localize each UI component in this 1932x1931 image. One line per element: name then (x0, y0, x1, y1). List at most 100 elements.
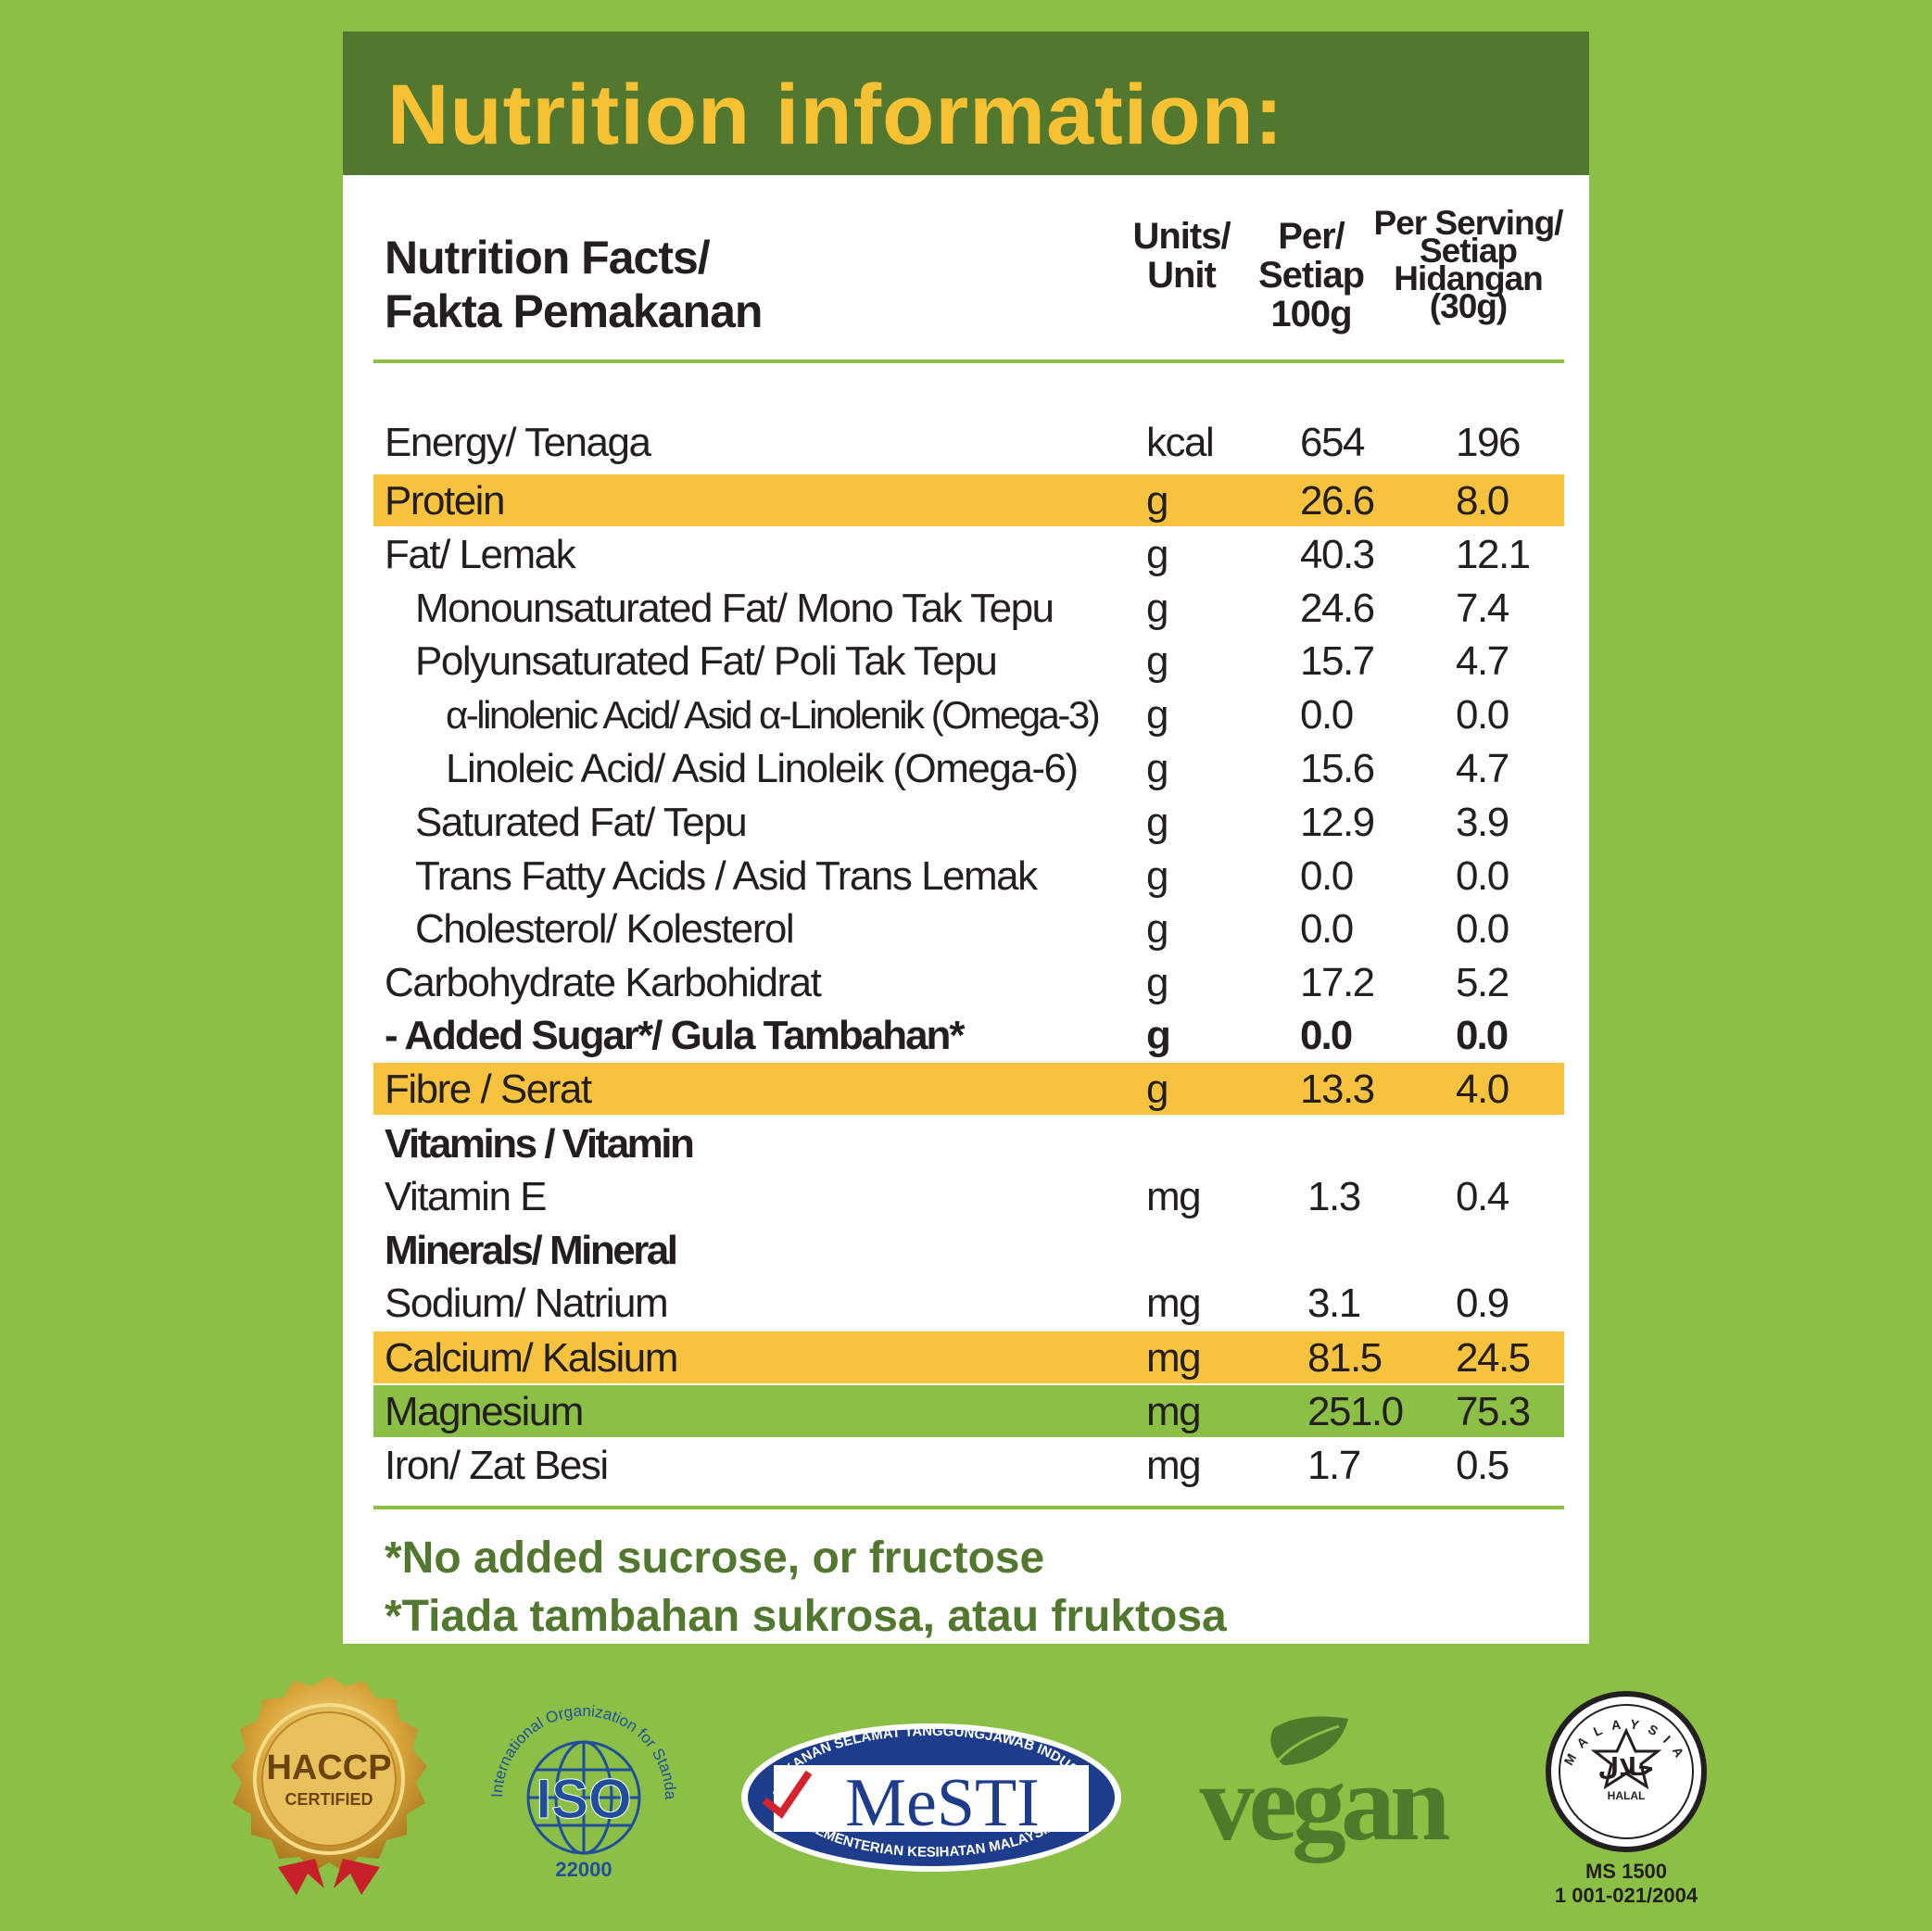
row-per100: 0.0 (1300, 692, 1354, 738)
row-unit: g (1146, 692, 1168, 738)
col-head-serving-line: (30g) (1429, 287, 1508, 325)
row-name: Calcium/ Kalsium (385, 1335, 678, 1381)
row-unit: g (1146, 586, 1168, 631)
row-serving: 4.0 (1456, 1066, 1509, 1112)
row-unit: mg (1146, 1281, 1202, 1326)
row-serving: 0.0 (1456, 906, 1509, 952)
halal-cert-number: 1 001-021/2004 (1554, 1884, 1698, 1907)
row-serving: 0.4 (1456, 1174, 1509, 1219)
vegan-logo: vegan (1163, 1710, 1483, 1886)
mesti-oval-icon: MAKANAN SELAMAT TANGGUNGJAWAB INDUSTRI K… (735, 1707, 1121, 1872)
col-head-serving-line: Per Serving/ (1373, 204, 1564, 242)
row-name: Carbohydrate Karbohidrat (385, 960, 822, 1005)
row-name: Monounsaturated Fat/ Mono Tak Tepu (415, 586, 1054, 631)
row-name: Iron/ Zat Besi (385, 1443, 609, 1488)
page-title: Nutrition information: (387, 68, 1284, 162)
mesti-mark: MeSTI (845, 1765, 1040, 1841)
col-head-per100-line: Setiap (1257, 255, 1365, 296)
divider-top (373, 360, 1564, 363)
row-serving: 0.0 (1456, 692, 1509, 738)
row-per100: 15.7 (1300, 638, 1375, 684)
table-row: Sodium/ Natrium mg 3.1 0.9 (373, 1277, 1564, 1329)
table-row: Iron/ Zat Besi mg 1.7 0.5 (373, 1439, 1564, 1491)
row-serving: 196 (1456, 420, 1521, 465)
row-serving: 0.5 (1456, 1443, 1509, 1488)
row-serving: 75.3 (1456, 1389, 1531, 1434)
row-per100: 17.2 (1300, 960, 1375, 1005)
row-unit: g (1146, 853, 1168, 899)
table-row: Trans Fatty Acids / Asid Trans Lemak g 0… (373, 850, 1564, 902)
table-row: Protein g 26.6 8.0 (373, 474, 1564, 526)
row-name: Vitamin E (385, 1174, 548, 1219)
halal-logo: MALAYSIA حلال HALAL (1543, 1686, 1710, 1858)
row-per100: 13.3 (1300, 1066, 1375, 1112)
divider-bottom (373, 1506, 1564, 1509)
row-serving: 5.2 (1456, 960, 1509, 1005)
table-row: Monounsaturated Fat/ Mono Tak Tepu g 24.… (373, 582, 1564, 634)
row-serving: 24.5 (1456, 1335, 1531, 1381)
haccp-line1: HACCP (266, 1748, 391, 1787)
row-per100: 81.5 (1307, 1335, 1383, 1381)
row-per100: 1.3 (1307, 1174, 1361, 1219)
table-row: Polyunsaturated Fat/ Poli Tak Tepu g 15.… (373, 635, 1564, 687)
haccp-seal-icon: HACCP CERTIFIED (231, 1675, 427, 1895)
row-serving: 0.0 (1456, 853, 1509, 899)
facts-title: Nutrition Facts/ Fakta Pemakanan (385, 231, 763, 338)
section-minerals: Minerals/ Mineral (385, 1228, 678, 1273)
table-row: Linoleic Acid/ Asid Linoleik (Omega-6) g… (373, 742, 1564, 794)
row-unit: g (1146, 746, 1168, 791)
row-name: Saturated Fat/ Tepu (415, 800, 748, 845)
row-serving: 12.1 (1456, 532, 1531, 577)
haccp-line2: CERTIFIED (284, 1790, 373, 1809)
row-unit: mg (1146, 1443, 1202, 1488)
table-row: Vitamin E mg 1.3 0.4 (373, 1170, 1564, 1222)
row-serving: 3.9 (1456, 800, 1509, 845)
row-serving: 0.9 (1456, 1281, 1509, 1326)
table-row: Saturated Fat/ Tepu g 12.9 3.9 (373, 796, 1564, 848)
col-head-per100-line: 100g (1270, 294, 1352, 334)
col-head-serving-line: Setiap (1419, 232, 1518, 270)
row-unit: g (1146, 906, 1168, 952)
table-row: Calcium/ Kalsium mg 81.5 24.5 (373, 1332, 1564, 1383)
row-name: Fat/ Lemak (385, 532, 576, 577)
row-serving: 4.7 (1456, 638, 1509, 684)
row-unit: g (1146, 1013, 1171, 1058)
table-row: Carbohydrate Karbohidrat g 17.2 5.2 (373, 956, 1564, 1008)
row-per100: 3.1 (1307, 1281, 1361, 1326)
row-name: Magnesium (385, 1389, 584, 1434)
col-head-per100-line: Per/ (1278, 216, 1345, 257)
row-serving: 7.4 (1456, 586, 1509, 631)
row-per100: 654 (1300, 420, 1365, 465)
footnote-en: *No added sucrose, or fructose (385, 1533, 1045, 1583)
row-serving: 0.0 (1456, 1013, 1509, 1058)
row-per100: 24.6 (1300, 586, 1375, 631)
nutrition-panel: Nutrition information: Nutrition Facts/ … (343, 32, 1589, 1644)
row-name: Linoleic Acid/ Asid Linoleik (Omega-6) (446, 746, 1079, 791)
row-unit: g (1146, 960, 1168, 1005)
row-unit: kcal (1146, 420, 1215, 465)
col-head-serving: Per Serving/ Setiap Hidangan (30g) (1364, 204, 1572, 325)
row-unit: g (1146, 800, 1168, 845)
iso-logo: International Organization for Standardi… (477, 1672, 686, 1899)
row-unit: g (1146, 532, 1168, 577)
row-serving: 8.0 (1456, 478, 1509, 524)
row-unit: g (1146, 1066, 1168, 1112)
row-per100: 26.6 (1300, 478, 1375, 524)
row-per100: 12.9 (1300, 800, 1375, 845)
halal-seal-icon: MALAYSIA حلال HALAL (1546, 1691, 1707, 1852)
mesti-logo: MAKANAN SELAMAT TANGGUNGJAWAB INDUSTRI K… (735, 1707, 1126, 1876)
row-unit: mg (1146, 1389, 1202, 1434)
row-name: Fibre / Serat (385, 1066, 592, 1112)
table-row: Magnesium mg 251.0 75.3 (373, 1385, 1564, 1437)
halal-arabic: حلال (1597, 1754, 1654, 1782)
row-name: Trans Fatty Acids / Asid Trans Lemak (415, 853, 1038, 899)
footnote-ms: *Tiada tambahan sukrosa, atau fruktosa (385, 1592, 1227, 1641)
row-unit: g (1146, 478, 1168, 524)
halal-latin: HALAL (1608, 1789, 1646, 1802)
table-row: α-linolenic Acid/ Asid α-Linolenik (Omeg… (373, 688, 1564, 740)
panel-header: Nutrition information: (343, 32, 1589, 175)
table-row: Fat/ Lemak g 40.3 12.1 (373, 528, 1564, 580)
col-head-units: Units/ Unit (1121, 217, 1242, 295)
row-per100: 0.0 (1300, 906, 1354, 952)
vegan-mark: vegan (1200, 1742, 1449, 1863)
